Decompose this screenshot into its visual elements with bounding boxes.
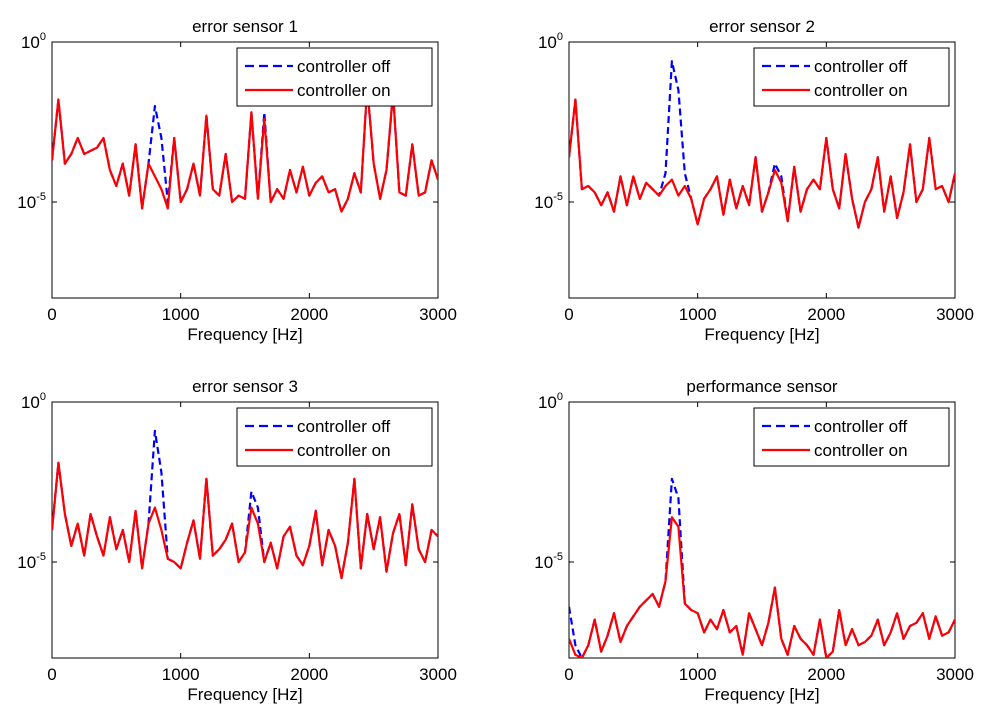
x-tick-label: 1000 bbox=[679, 305, 717, 324]
y-tick-label: 10-5 bbox=[17, 551, 46, 572]
x-tick-label: 3000 bbox=[936, 305, 974, 324]
x-axis-label: Frequency [Hz] bbox=[704, 685, 819, 704]
subplot-3: error sensor 30 1000 2000 300010010-5Freque… bbox=[17, 377, 457, 704]
y-tick-label: 100 bbox=[21, 31, 46, 52]
subplot-2: error sensor 20 1000 2000 300010010-5Freque… bbox=[534, 17, 974, 344]
plot-title: error sensor 1 bbox=[192, 17, 298, 36]
legend-box bbox=[753, 407, 950, 467]
series-line-controller-on bbox=[569, 516, 955, 658]
legend-label: controller off bbox=[814, 57, 908, 76]
y-tick-base: 10 bbox=[534, 553, 553, 572]
y-tick-base: 10 bbox=[538, 33, 557, 52]
series-line-controller-on bbox=[52, 85, 438, 213]
x-tick-label: 0 bbox=[564, 665, 573, 684]
y-tick-exponent: -5 bbox=[553, 191, 563, 203]
y-tick-base: 10 bbox=[17, 553, 36, 572]
y-tick-label: 10-5 bbox=[534, 551, 563, 572]
plot-title: error sensor 2 bbox=[709, 17, 815, 36]
y-tick-label: 100 bbox=[538, 391, 563, 412]
legend: controller off controller on bbox=[753, 407, 950, 467]
y-tick-label: 100 bbox=[21, 391, 46, 412]
legend-label: controller on bbox=[814, 441, 908, 460]
y-tick-exponent: 0 bbox=[40, 31, 46, 43]
legend-label: controller off bbox=[814, 417, 908, 436]
y-tick-exponent: 0 bbox=[40, 391, 46, 403]
x-tick-label: 0 bbox=[47, 305, 56, 324]
y-tick-base: 10 bbox=[17, 193, 36, 212]
subplot-1: error sensor 10 1000 2000 300010010-5Freque… bbox=[17, 17, 457, 344]
x-tick-label: 2000 bbox=[807, 665, 845, 684]
legend: controller off controller on bbox=[236, 47, 433, 107]
legend-label: controller on bbox=[297, 441, 391, 460]
plot-title: error sensor 3 bbox=[192, 377, 298, 396]
x-axis-label: Frequency [Hz] bbox=[704, 325, 819, 344]
legend: controller off controller on bbox=[236, 407, 433, 467]
plot-area bbox=[52, 85, 438, 213]
x-tick-label: 0 bbox=[564, 305, 573, 324]
y-tick-exponent: -5 bbox=[36, 551, 46, 563]
x-tick-label: 0 bbox=[47, 665, 56, 684]
legend-box bbox=[753, 47, 950, 107]
y-tick-exponent: -5 bbox=[553, 551, 563, 563]
y-tick-exponent: -5 bbox=[36, 191, 46, 203]
x-tick-label: 1000 bbox=[162, 665, 200, 684]
y-tick-exponent: 0 bbox=[557, 31, 563, 43]
series-line-controller-on bbox=[52, 461, 438, 580]
y-tick-label: 100 bbox=[538, 31, 563, 52]
y-tick-label: 10-5 bbox=[534, 191, 563, 212]
x-tick-label: 2000 bbox=[807, 305, 845, 324]
legend-label: controller on bbox=[297, 81, 391, 100]
legend-box bbox=[236, 407, 433, 467]
y-tick-base: 10 bbox=[534, 193, 553, 212]
x-tick-label: 1000 bbox=[162, 305, 200, 324]
y-tick-base: 10 bbox=[21, 393, 40, 412]
legend-label: controller off bbox=[297, 57, 391, 76]
y-tick-label: 10-5 bbox=[17, 191, 46, 212]
legend-label: controller on bbox=[814, 81, 908, 100]
legend-box bbox=[236, 47, 433, 107]
legend-label: controller off bbox=[297, 417, 391, 436]
plot-title: performance sensor bbox=[686, 377, 838, 396]
plot-area bbox=[569, 60, 955, 229]
x-tick-label: 3000 bbox=[419, 665, 457, 684]
y-tick-exponent: 0 bbox=[557, 391, 563, 403]
x-axis-label: Frequency [Hz] bbox=[187, 685, 302, 704]
x-tick-label: 3000 bbox=[419, 305, 457, 324]
y-tick-base: 10 bbox=[538, 393, 557, 412]
series-line-controller-on bbox=[569, 98, 955, 229]
x-tick-label: 3000 bbox=[936, 665, 974, 684]
x-tick-label: 2000 bbox=[290, 665, 328, 684]
legend: controller off controller on bbox=[753, 47, 950, 107]
x-tick-label: 1000 bbox=[679, 665, 717, 684]
plot-area bbox=[52, 429, 438, 580]
x-tick-label: 2000 bbox=[290, 305, 328, 324]
y-tick-base: 10 bbox=[21, 33, 40, 52]
x-axis-label: Frequency [Hz] bbox=[187, 325, 302, 344]
plot-area bbox=[569, 477, 955, 658]
